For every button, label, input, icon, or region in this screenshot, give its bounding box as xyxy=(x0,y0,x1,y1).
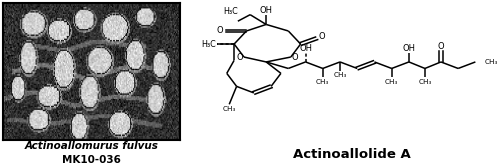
Text: O: O xyxy=(216,26,222,36)
Text: CH₃: CH₃ xyxy=(484,59,498,65)
Text: O: O xyxy=(292,52,298,62)
Text: CH₃: CH₃ xyxy=(418,79,432,85)
Text: H₃C: H₃C xyxy=(223,7,238,16)
Text: CH₃: CH₃ xyxy=(385,79,398,85)
Text: OH: OH xyxy=(299,44,312,53)
Text: OH: OH xyxy=(260,6,272,15)
Text: CH₃: CH₃ xyxy=(316,79,330,85)
Text: CH₃: CH₃ xyxy=(222,106,236,112)
Text: OH: OH xyxy=(402,44,415,53)
Text: O: O xyxy=(438,42,444,52)
Text: CH₃: CH₃ xyxy=(334,72,346,78)
Text: Actinoallolide A: Actinoallolide A xyxy=(294,148,411,161)
Text: MK10-036: MK10-036 xyxy=(62,155,120,163)
Text: O: O xyxy=(319,32,326,41)
Text: O: O xyxy=(236,53,243,62)
Text: Actinoallomurus fulvus: Actinoallomurus fulvus xyxy=(24,141,158,151)
Text: H₃C: H₃C xyxy=(201,39,216,49)
